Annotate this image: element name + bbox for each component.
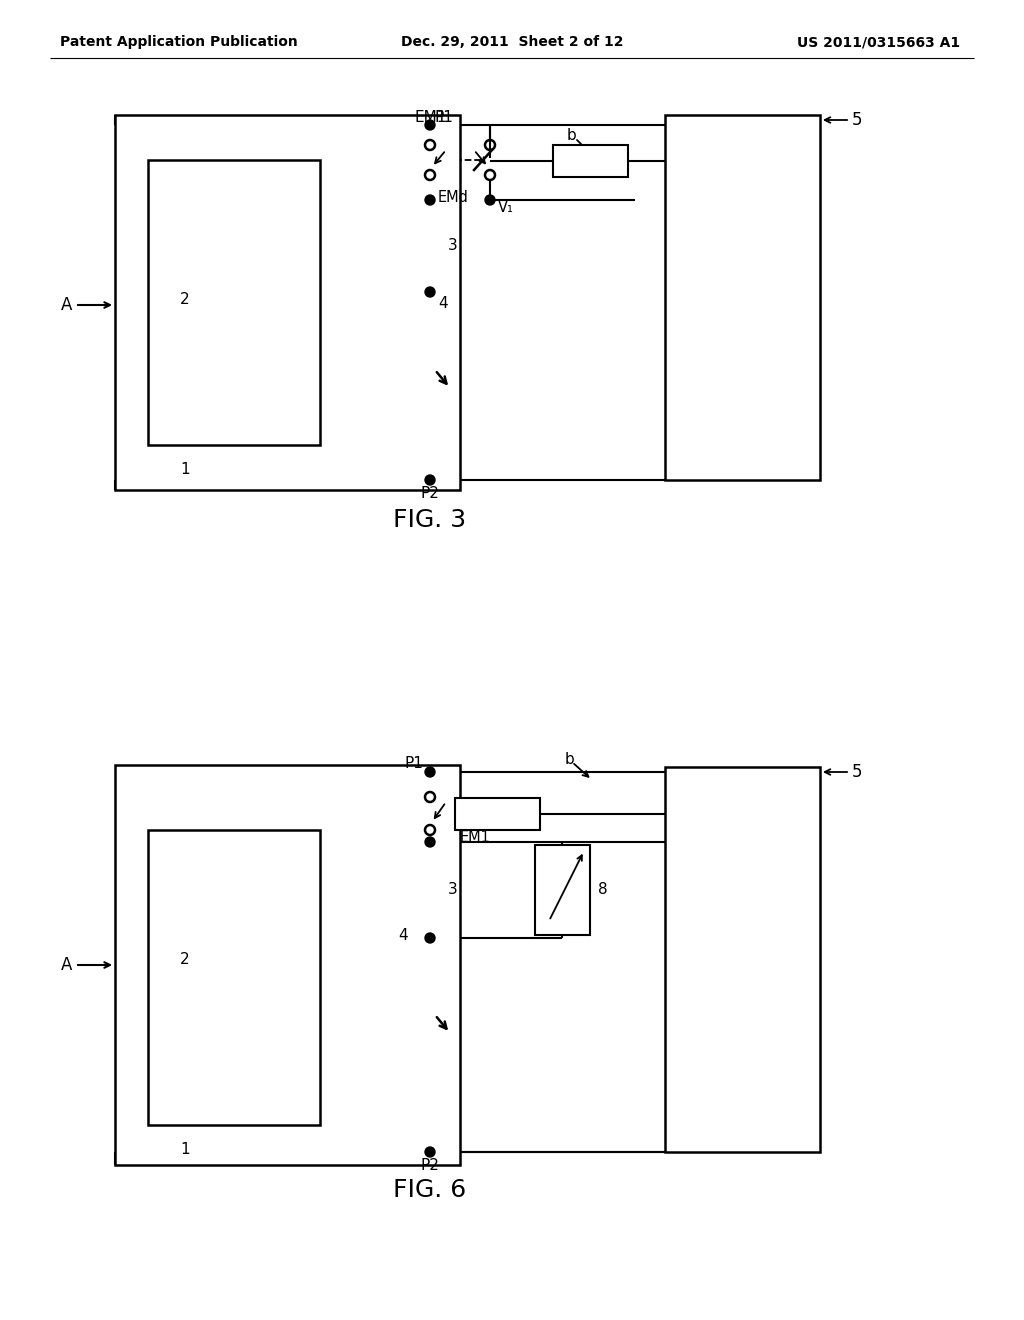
Circle shape [425, 1147, 435, 1158]
Text: b: b [565, 752, 574, 767]
Text: FIG. 3: FIG. 3 [393, 508, 467, 532]
Text: EM1: EM1 [415, 110, 447, 124]
Circle shape [425, 933, 435, 942]
Text: b: b [567, 128, 577, 143]
Text: P1: P1 [435, 110, 454, 124]
Text: P1: P1 [406, 756, 424, 771]
Text: A: A [60, 956, 72, 974]
Circle shape [425, 475, 435, 484]
Circle shape [485, 195, 495, 205]
Text: 5: 5 [852, 111, 862, 129]
Text: 3: 3 [449, 239, 458, 253]
Bar [148, 160, 319, 445]
Circle shape [425, 767, 435, 777]
Text: US 2011/0315663 A1: US 2011/0315663 A1 [797, 36, 961, 49]
Bar [115, 766, 460, 1166]
Text: 5: 5 [852, 763, 862, 781]
Text: 8: 8 [598, 883, 607, 898]
Text: P2: P2 [421, 1159, 439, 1173]
Text: 3: 3 [449, 882, 458, 898]
Bar [455, 799, 540, 830]
Text: EMd: EMd [438, 190, 469, 206]
Text: 2: 2 [180, 953, 189, 968]
Circle shape [425, 286, 435, 297]
Text: FIG. 6: FIG. 6 [393, 1177, 467, 1203]
Bar [148, 830, 319, 1125]
Circle shape [425, 195, 435, 205]
Text: V₁: V₁ [498, 201, 514, 215]
Text: 4: 4 [438, 297, 447, 312]
Text: 1: 1 [180, 462, 189, 478]
Bar [665, 115, 820, 480]
Circle shape [425, 120, 435, 129]
Text: P2: P2 [421, 487, 439, 502]
Circle shape [425, 837, 435, 847]
Text: EM1: EM1 [460, 830, 490, 846]
Bar [553, 145, 628, 177]
Text: 4: 4 [398, 928, 408, 942]
Bar [535, 845, 590, 935]
Text: A: A [60, 296, 72, 314]
Text: Dec. 29, 2011  Sheet 2 of 12: Dec. 29, 2011 Sheet 2 of 12 [400, 36, 624, 49]
Text: 1: 1 [180, 1143, 189, 1158]
Bar [115, 115, 460, 490]
Text: Patent Application Publication: Patent Application Publication [60, 36, 298, 49]
Bar [665, 767, 820, 1152]
Text: 2: 2 [180, 293, 189, 308]
